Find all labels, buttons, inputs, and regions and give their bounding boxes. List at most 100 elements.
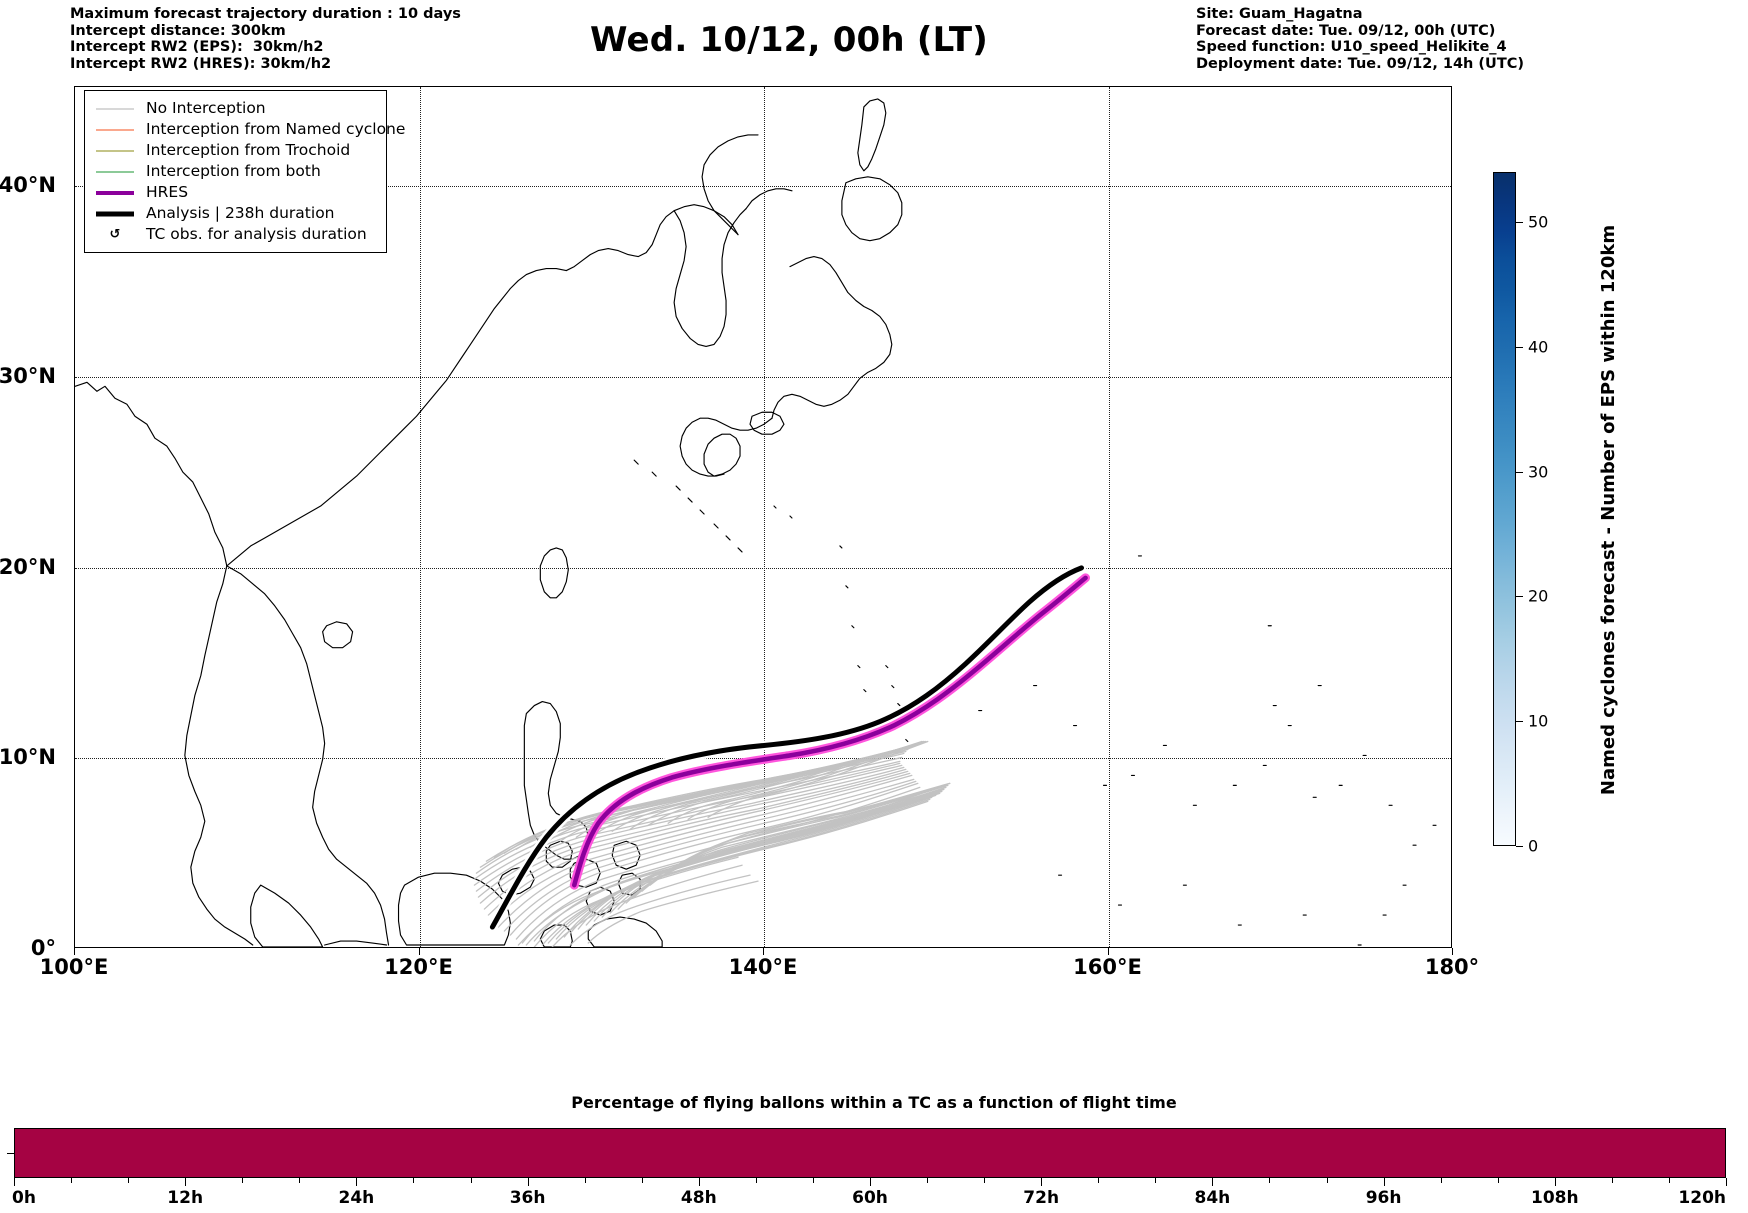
flight-time-minor-tick-40 [584,1178,586,1183]
colorbar[interactable] [1493,172,1516,846]
flight-time-minor-tick-92 [1326,1178,1328,1183]
colorbar-tick-40 [1516,346,1523,348]
flight-time-label-60: 60h [852,1188,888,1208]
colorbar-gradient [1494,173,1515,845]
lat-tick-label-30: 30°N [0,363,56,388]
flight-time-minor-tick-104 [1497,1178,1499,1183]
flight-time-tick-24 [356,1178,358,1186]
gridline-lon-160 [1108,87,1110,947]
flight-time-minor-tick-100 [1440,1178,1442,1183]
flight-time-minor-tick-88 [1269,1178,1271,1183]
flight-time-minor-tick-80 [1155,1178,1157,1183]
gridline-lat-40 [75,186,1451,188]
legend-item-2[interactable]: Interception from Trochoid [85,140,386,161]
header-right-block: Site: Guam_Hagatna Forecast date: Tue. 09… [1196,6,1524,72]
flight-time-label-0: 0h [12,1188,36,1208]
flight-time-label-108: 108h [1531,1188,1579,1208]
flight-time-tick-0 [14,1178,15,1186]
flight-time-label-12: 12h [167,1188,204,1208]
colorbar-tick-label-0: 0 [1528,836,1539,856]
lon-tick-label-140: 140°E [728,955,798,979]
bottom-chart-title: Percentage of flying ballons within a TC… [571,1093,1177,1112]
colorbar-tick-30 [1516,471,1523,473]
flight-time-tick-120 [1726,1178,1727,1186]
legend-swatch-3 [94,165,136,179]
legend-item-4[interactable]: HRES [85,182,386,203]
lon-tick-120 [418,948,420,955]
lat-tick-label-10: 10°N [0,745,56,770]
header-right-line-3: Deployment date: Tue. 09/12, 14h (UTC) [1196,55,1524,72]
gridline-lon-120 [419,87,421,947]
coastline-layer [75,98,1437,947]
flight-time-tick-60 [870,1178,871,1186]
flight-time-minor-tick-56 [812,1178,814,1183]
flight-time-tick-96 [1383,1178,1385,1186]
flight-time-minor-tick-64 [927,1178,929,1183]
legend-item-1[interactable]: Interception from Named cyclone [85,119,405,140]
bottom-chart-area [14,1128,1726,1178]
trajectory-layer [473,562,1091,947]
legend-label-4: HRES [146,182,189,201]
flight-time-minor-tick-32 [470,1178,472,1183]
flight-time-label-120: 120h [1678,1188,1726,1208]
flight-time-label-36: 36h [509,1188,546,1208]
legend-label-1: Interception from Named cyclone [146,119,406,138]
lat-tick-label-0: 0° [30,936,56,960]
flight-time-minor-tick-76 [1098,1178,1100,1183]
legend-item-3[interactable]: Interception from both [85,161,386,182]
legend-item-5[interactable]: Analysis | 238h duration [85,203,386,224]
tc-obs-marker-icon: ↺ [109,227,121,242]
flight-time-label-24: 24h [338,1188,375,1208]
colorbar-tick-label-10: 10 [1528,711,1549,731]
hres-track [571,575,1088,888]
flight-time-bar [15,1129,1725,1177]
legend-swatch-2 [94,144,136,158]
lat-tick-label-40: 40°N [0,173,56,198]
flight-time-tick-72 [1041,1178,1043,1186]
flight-time-label-96: 96h [1365,1188,1402,1208]
lon-tick-label-160: 160°E [1073,955,1142,979]
colorbar-title: Named cyclones forecast - Number of EPS … [1598,224,1619,796]
legend-item-6[interactable]: ↺ TC obs. for analysis duration [85,224,386,245]
flight-time-minor-tick-68 [984,1178,986,1183]
header-left-block: Maximum forecast trajectory duration : 1… [70,6,461,72]
header-left-line-1: Intercept distance: 300km [70,22,286,39]
header-right-line-1: Forecast date: Tue. 09/12, 00h (UTC) [1196,22,1496,39]
lat-tick-label-20: 20°N [0,554,56,579]
colorbar-tick-0 [1516,846,1523,847]
legend-label-2: Interception from Trochoid [146,140,351,159]
colorbar-tick-label-40: 40 [1528,337,1549,357]
flight-time-minor-tick-20 [299,1178,301,1183]
legend-item-0[interactable]: No Interception [85,98,386,119]
analysis-track [489,565,1085,930]
legend-swatch-1 [94,123,136,137]
lon-tick-140 [763,948,764,955]
flight-time-minor-tick-116 [1668,1178,1670,1183]
flight-time-tick-108 [1554,1178,1556,1186]
legend-label-6: TC obs. for analysis duration [146,224,367,243]
lon-tick-label-100: 100°E [39,955,109,979]
map-legend[interactable]: No Interception Interception from Named c… [84,90,405,253]
flight-time-tick-84 [1212,1178,1214,1186]
flight-time-minor-tick-16 [242,1178,244,1183]
legend-label-0: No Interception [146,98,266,117]
header-left-line-0: Maximum forecast trajectory duration : 1… [70,6,461,22]
colorbar-tick-label-30: 30 [1528,462,1549,482]
gridline-lon-140 [764,87,765,947]
flight-time-label-84: 84h [1194,1188,1231,1208]
flight-time-minor-tick-28 [413,1178,415,1183]
flight-time-tick-12 [185,1178,187,1186]
lon-tick-100 [74,948,75,955]
header-right-line-2: Speed function: U10_speed_Helikite_4 [1196,39,1507,55]
colorbar-tick-50 [1516,221,1523,223]
legend-label-3: Interception from both [146,161,321,180]
header-left-line-3: Intercept RW2 (HRES): 30km/h2 [70,55,332,72]
page-title: Wed. 10/12, 00h (LT) [0,20,1748,60]
lon-tick-180 [1452,948,1453,955]
flight-time-label-72: 72h [1023,1188,1060,1208]
colorbar-tick-label-20: 20 [1528,586,1549,606]
flight-time-minor-tick-112 [1611,1178,1613,1183]
header-left-line-2: Intercept RW2 (EPS): 30km/h2 [70,39,324,55]
gridline-lat-30 [75,376,1451,378]
page-title-text: Wed. 10/12, 00h (LT) [590,20,988,60]
